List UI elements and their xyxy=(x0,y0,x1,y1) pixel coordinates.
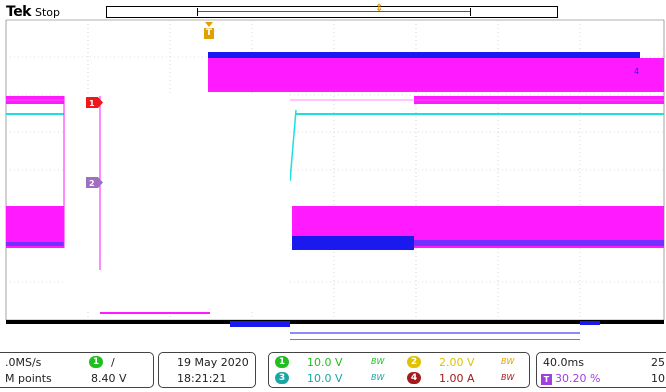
time: 18:21:21 xyxy=(177,372,227,385)
channel-4-ground-marker-icon: 4 xyxy=(634,67,639,76)
channel-4-badge[interactable]: 4 xyxy=(407,372,421,384)
channel-3-scale: 10.0 V xyxy=(307,372,343,385)
channel-2-ground-marker-icon[interactable]: 2 xyxy=(86,177,103,188)
record-length: M points xyxy=(5,372,52,385)
record-view-window[interactable] xyxy=(197,8,471,16)
svg-text:1: 1 xyxy=(89,99,95,108)
sample-rate-prefix: 25 xyxy=(651,356,665,369)
timebase-readout[interactable]: 40.0ms T 30.20 % 25 10 xyxy=(536,352,666,388)
channel-1-scale: 10.0 V xyxy=(307,356,343,369)
channel-2-scale: 2.00 V xyxy=(439,356,475,369)
channel-readout[interactable]: 1 10.0 V BW 2 2.00 V BW 3 10.0 V BW 4 1.… xyxy=(268,352,530,388)
acquisition-readout[interactable]: .0MS/s M points 1 / 8.40 V xyxy=(0,352,154,388)
brand-header: Tek Stop xyxy=(6,4,60,22)
channel-3-bw-limit: BW xyxy=(371,373,385,382)
datetime-readout: 19 May 2020 18:21:21 xyxy=(158,352,256,388)
date: 19 May 2020 xyxy=(177,356,249,369)
record-overview-strip xyxy=(6,320,664,340)
brand-logo: Tek xyxy=(6,4,32,20)
trigger-position-percent: 30.20 % xyxy=(555,372,601,385)
channel-3-badge[interactable]: 3 xyxy=(275,372,289,384)
record-length-prefix: 10 xyxy=(651,372,665,385)
channel-2-bw-limit: BW xyxy=(501,357,515,366)
channel-1-bw-limit: BW xyxy=(371,357,385,366)
channel-4-scale: 1.00 A xyxy=(439,372,475,385)
waveform-display: 4 1 2 xyxy=(5,19,665,340)
sample-rate: .0MS/s xyxy=(5,356,42,369)
trigger-level: 8.40 V xyxy=(91,372,127,385)
channel-2-badge[interactable]: 2 xyxy=(407,356,421,368)
time-scale: 40.0ms xyxy=(543,356,584,369)
record-view-bar[interactable]: ⇕ xyxy=(106,3,558,18)
trigger-position-badge-icon: T xyxy=(541,374,552,385)
record-position-marker-icon: ⇕ xyxy=(375,3,384,14)
trigger-position-icon[interactable]: T xyxy=(203,22,215,40)
svg-text:2: 2 xyxy=(89,179,95,188)
channel-1-ground-marker-icon[interactable]: 1 xyxy=(86,97,103,108)
acquisition-state: Stop xyxy=(35,6,61,19)
trigger-source-badge: 1 xyxy=(89,356,103,368)
channel-1-badge[interactable]: 1 xyxy=(275,356,289,368)
channel-4-bw-limit: BW xyxy=(501,373,515,382)
trigger-slope-icon: / xyxy=(111,356,115,369)
